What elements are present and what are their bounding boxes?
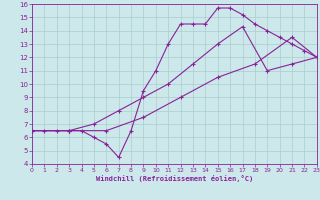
X-axis label: Windchill (Refroidissement éolien,°C): Windchill (Refroidissement éolien,°C) [96, 175, 253, 182]
